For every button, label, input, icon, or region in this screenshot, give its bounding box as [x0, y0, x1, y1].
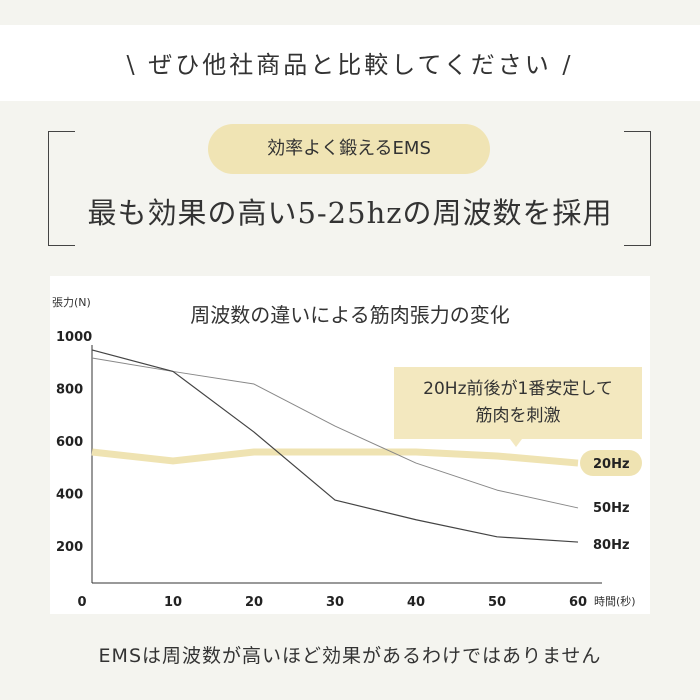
series-label-50hz: 50Hz	[593, 501, 630, 516]
y-axis-label: 張力(N)	[52, 296, 91, 309]
series-label-bg-20hz	[580, 450, 642, 476]
left-bracket	[48, 131, 75, 246]
callout-line2: 筋肉を刺激	[476, 406, 561, 426]
x-tick-label: 30	[326, 595, 344, 610]
y-tick-label: 600	[56, 435, 83, 450]
callout-line1: 20Hz前後が1番安定して	[423, 379, 613, 399]
callout-pointer	[510, 439, 522, 447]
x-axis-label: 時間(秒)	[594, 594, 636, 608]
footer-note: EMSは周波数が高いほど効果があるわけではありません	[98, 645, 602, 667]
annotation-callout: 20Hz前後が1番安定して 筋肉を刺激	[394, 367, 642, 447]
y-tick-label: 200	[56, 540, 83, 555]
feature-badge: 効率よく鍛えるEMS	[208, 124, 490, 174]
x-tick-label: 10	[164, 595, 182, 610]
y-tick-label: 400	[56, 488, 83, 503]
x-tick-label: 60	[569, 595, 587, 610]
y-tick-label: 800	[56, 383, 83, 398]
x-tick-label: 0	[77, 595, 86, 610]
header-band	[0, 25, 700, 101]
chart-panel	[50, 276, 650, 614]
callout-box	[394, 367, 642, 439]
right-bracket	[624, 131, 651, 246]
tagline: \ ぜひ他社商品と比較してください /	[126, 51, 574, 79]
x-tick-label: 40	[407, 595, 425, 610]
series-line-20hz	[91, 448, 579, 467]
x-tick-label: 50	[488, 595, 506, 610]
x-tick-label: 20	[245, 595, 263, 610]
headline: 最も効果の高い5-25hzの周波数を採用	[87, 196, 613, 230]
chart-title: 周波数の違いによる筋肉張力の変化	[190, 303, 509, 327]
series-label-80hz: 80Hz	[593, 538, 630, 553]
y-tick-label: 1000	[56, 330, 92, 345]
series-label-20hz: 20Hz	[593, 457, 630, 472]
